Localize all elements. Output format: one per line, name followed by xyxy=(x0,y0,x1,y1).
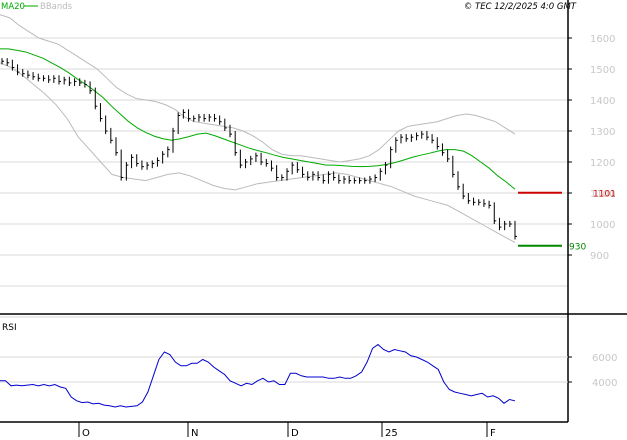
y-tick-label: 1200 xyxy=(590,158,615,169)
y-tick-label: 1100 xyxy=(590,189,615,200)
x-tick-label: F xyxy=(490,428,496,439)
rsi-title: RSI xyxy=(2,323,17,333)
x-tick-label: D xyxy=(291,428,299,439)
chart-legend: MA20 BBands xyxy=(1,2,73,12)
y-tick-label: 1300 xyxy=(590,127,615,138)
y-tick-label: 900 xyxy=(590,251,609,262)
x-axis: O N D 25 F xyxy=(78,422,496,439)
rsi-tick-label: 4000 xyxy=(592,378,617,389)
x-tick-label: 25 xyxy=(385,428,398,439)
x-tick-label: O xyxy=(82,428,90,439)
bband-upper-line xyxy=(0,14,516,163)
ma20-line xyxy=(0,48,516,190)
legend-bbands: BBands xyxy=(40,2,73,12)
y-tick-label: 1400 xyxy=(590,96,615,107)
y-tick-label: 1000 xyxy=(590,220,615,231)
resistance-label: 1101 xyxy=(593,190,616,200)
copyright-text: © TEC 12/2/2025 4:0 GMT xyxy=(464,2,577,12)
y-tick-label: 1600 xyxy=(590,34,615,45)
legend-ma20: MA20 xyxy=(1,2,25,12)
support-label: 930 xyxy=(569,243,586,253)
x-tick-label: N xyxy=(191,428,198,439)
rsi-tick-label: 6000 xyxy=(592,353,617,364)
rsi-panel: RSI 6000 4000 xyxy=(0,323,617,423)
bband-lower-line xyxy=(0,62,516,244)
rsi-line xyxy=(0,343,516,408)
price-panel: 1600 1500 1400 1300 1200 1100 1000 900 1101 930 xyxy=(0,0,627,422)
y-tick-label: 1500 xyxy=(590,65,615,76)
